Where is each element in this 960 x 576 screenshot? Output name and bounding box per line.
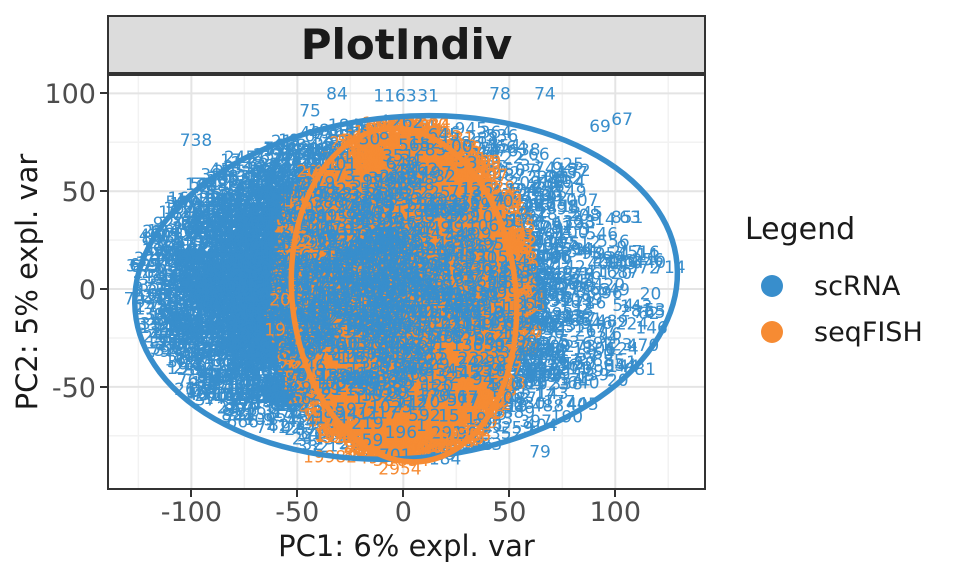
legend-item-scRNA: scRNA	[745, 263, 923, 309]
plot-title: PlotIndiv	[300, 19, 513, 69]
x-tick-mark	[402, 490, 405, 497]
y-tick-mark	[100, 288, 107, 291]
y-tick-label: 50	[61, 177, 96, 209]
legend-item-seqFISH: seqFISH	[745, 309, 923, 355]
legend: Legend scRNA seqFISH	[745, 214, 923, 355]
y-tick-mark	[100, 92, 107, 95]
y-tick-label: 0	[78, 275, 96, 307]
y-axis-title: PC2: 5% expl. var	[10, 153, 44, 411]
legend-item-label: scRNA	[814, 270, 901, 302]
scatter-canvas	[107, 74, 706, 490]
y-tick-mark	[100, 190, 107, 193]
x-tick-label: -100	[160, 497, 222, 528]
legend-title: Legend	[745, 212, 856, 247]
y-tick-mark	[100, 385, 107, 388]
x-tick-label: 100	[589, 497, 642, 528]
x-axis-title: PC1: 6% expl. var	[278, 529, 535, 563]
legend-items: scRNA seqFISH	[745, 263, 923, 355]
x-tick-mark	[614, 490, 617, 497]
x-tick-mark	[508, 490, 511, 497]
y-tick-label: 100	[44, 79, 96, 111]
facet-strip: PlotIndiv	[107, 15, 706, 74]
x-tick-label: 50	[492, 497, 527, 528]
x-tick-mark	[190, 490, 193, 497]
x-tick-mark	[296, 490, 299, 497]
legend-item-label: seqFISH	[814, 316, 923, 348]
x-tick-label: -50	[275, 497, 320, 528]
legend-key-dot-icon	[761, 275, 783, 297]
y-tick-label: -50	[51, 372, 96, 404]
legend-key-dot-icon	[761, 321, 783, 343]
x-tick-label: 0	[394, 497, 412, 528]
